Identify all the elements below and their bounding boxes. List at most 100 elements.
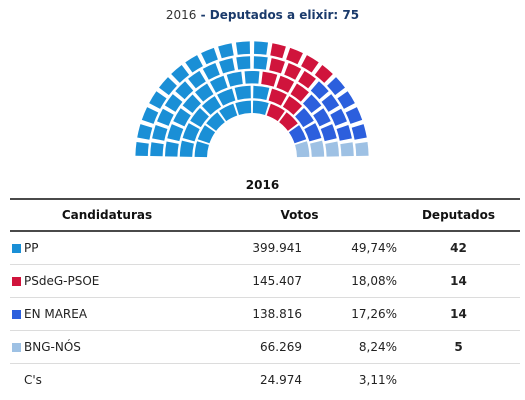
seat-psdeg-psoe <box>314 65 333 83</box>
title-year: 2016 <box>165 8 197 22</box>
seats-cell: 14 <box>397 264 520 298</box>
seat-pp <box>253 56 268 70</box>
hemicycle-chart <box>135 41 369 158</box>
seat-pp <box>197 125 216 144</box>
party-cell: PSdeG-PSOE <box>10 264 202 298</box>
seat-bng-n-s <box>355 141 369 156</box>
seat-pp <box>182 123 200 142</box>
seat-pp <box>152 125 168 141</box>
seat-pp <box>164 94 183 112</box>
percent-cell: 8,24% <box>302 330 397 364</box>
party-cell: C's <box>10 363 202 396</box>
results-table: Candidaturas Votos Deputados PP 399.941 49… <box>10 198 520 396</box>
results-body: PP 399.941 49,74% 42 PSdeG-PSOE 145.407 18,08%… <box>10 231 520 396</box>
party-name: BNG-NÓS <box>24 339 81 354</box>
seat-en-marea <box>288 125 307 144</box>
table-row: BNG-NÓS 66.269 8,24% 5 <box>10 330 520 364</box>
percent-cell: 3,11% <box>358 372 397 387</box>
seat-pp <box>236 56 251 70</box>
seat-pp <box>194 141 209 158</box>
seat-bng-n-s <box>325 141 339 157</box>
seat-psdeg-psoe <box>270 43 286 59</box>
seat-pp <box>252 100 269 115</box>
seat-bng-n-s <box>340 142 354 157</box>
party-color-swatch <box>12 276 21 286</box>
seat-psdeg-psoe <box>301 55 319 73</box>
party-color-swatch <box>12 342 21 352</box>
seat-pp <box>159 77 177 96</box>
seat-pp <box>234 85 251 100</box>
percent-cell: 49,74% <box>302 231 397 265</box>
seat-psdeg-psoe <box>268 88 287 106</box>
seats-cell <box>397 363 520 396</box>
seat-en-marea <box>330 108 347 126</box>
seat-pp <box>206 112 225 131</box>
seat-pp <box>219 103 238 122</box>
seat-psdeg-psoe <box>282 96 303 115</box>
seat-pp <box>201 96 222 115</box>
title-separator: - <box>196 8 210 22</box>
seat-pp <box>209 75 228 93</box>
seat-en-marea <box>345 107 363 124</box>
percent-cell: 17,26% <box>302 297 397 331</box>
party-cell: BNG-NÓS <box>10 330 202 364</box>
seat-pp <box>171 65 190 83</box>
seat-bng-n-s <box>310 140 325 157</box>
header-seats: Deputados <box>397 198 520 232</box>
party-cell: EN MAREA <box>10 297 202 331</box>
seat-pp <box>253 85 270 100</box>
seat-pp <box>173 108 191 127</box>
title-label: Deputados a elixir: <box>209 8 343 22</box>
seat-pp <box>190 107 209 128</box>
table-row: EN MAREA 138.816 17,26% 14 <box>10 297 520 331</box>
percent-cell: 18,08% <box>302 264 397 298</box>
seats-cell: 5 <box>397 330 520 364</box>
seat-pp <box>175 81 194 100</box>
seat-psdeg-psoe <box>298 70 316 89</box>
party-color-swatch <box>12 309 21 319</box>
table-header-row: Candidaturas Votos Deputados <box>10 198 520 232</box>
party-cell: PP <box>10 231 202 265</box>
party-color-swatch <box>12 243 21 253</box>
seat-en-marea <box>351 124 367 140</box>
party-name: C's <box>24 372 42 387</box>
seat-pp <box>235 41 250 55</box>
seat-psdeg-psoe <box>261 71 278 87</box>
table-year: 2016 <box>245 178 280 192</box>
seat-en-marea <box>302 94 322 113</box>
seat-en-marea <box>310 81 329 100</box>
seat-pp <box>217 88 236 106</box>
seat-en-marea <box>337 91 355 109</box>
seats-cell: 14 <box>397 297 520 331</box>
seat-pp <box>182 94 202 113</box>
seat-pp <box>141 107 159 124</box>
seat-en-marea <box>313 108 331 127</box>
seat-pp <box>150 142 164 157</box>
seat-psdeg-psoe <box>279 112 298 131</box>
seat-pp <box>135 141 149 156</box>
seat-en-marea <box>321 94 340 112</box>
seat-bng-n-s <box>295 141 310 158</box>
seats-cell: 42 <box>397 231 520 265</box>
seat-en-marea <box>320 124 337 142</box>
seat-pp <box>167 124 184 142</box>
votes-cell: 399.941 <box>202 231 302 265</box>
party-color-swatch <box>12 376 21 385</box>
seat-pp <box>188 70 206 89</box>
seat-en-marea <box>327 77 345 96</box>
seat-pp <box>157 108 174 126</box>
party-name: PP <box>24 240 39 255</box>
seat-psdeg-psoe <box>269 58 285 74</box>
table-row: C's 24.974 3,11% <box>10 363 520 396</box>
chart-title: 2016 - Deputados a elixir: 75 <box>0 8 525 22</box>
seat-pp <box>219 58 235 74</box>
seat-pp <box>165 141 179 157</box>
table-row: PSdeG-PSOE 145.407 18,08% 14 <box>10 264 520 298</box>
seat-pp <box>218 43 234 59</box>
seat-en-marea <box>295 107 314 128</box>
seat-psdeg-psoe <box>284 63 302 80</box>
votes-cell: 145.407 <box>202 264 302 298</box>
seat-pp <box>235 100 252 115</box>
seat-en-marea <box>336 125 352 141</box>
party-name: EN MAREA <box>24 306 88 321</box>
